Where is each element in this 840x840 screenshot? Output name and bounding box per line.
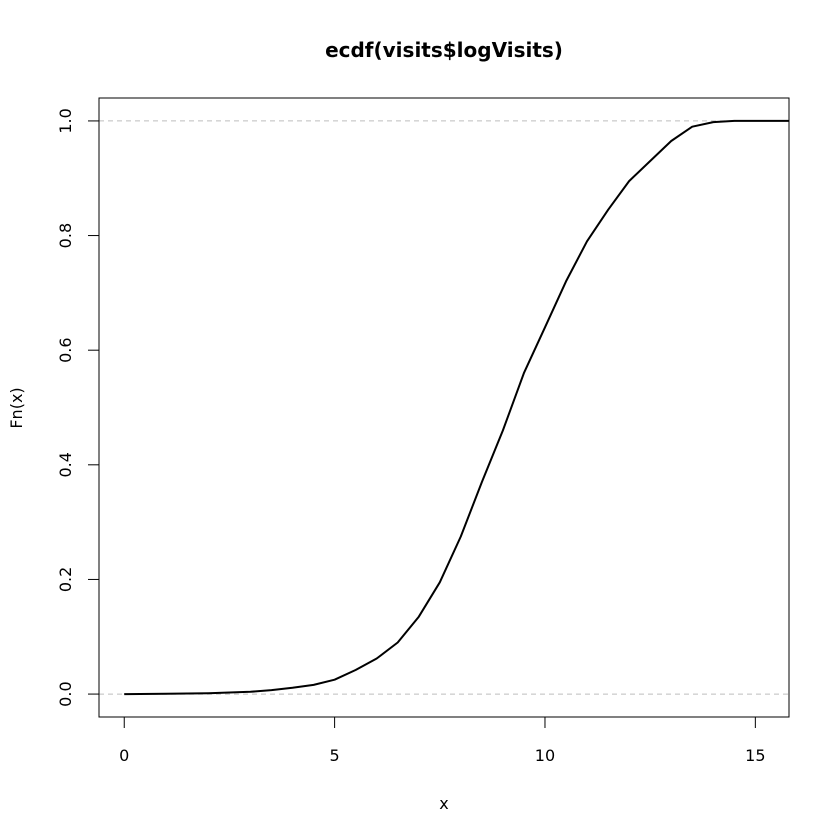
y-tick-label: 1.0: [56, 108, 75, 133]
x-tick-label: 10: [535, 746, 555, 765]
x-tick-label: 0: [119, 746, 129, 765]
x-tick-label: 5: [330, 746, 340, 765]
plot-area: 0 5 10 15 0.0 0.2 0.4 0.6 0.8 1.0: [56, 97, 790, 765]
y-tick-label: 0.2: [56, 567, 75, 592]
y-tick-label: 0.4: [56, 452, 75, 477]
x-tick-label: 15: [745, 746, 765, 765]
y-axis-label: Fn(x): [7, 387, 26, 428]
x-axis-label: x: [439, 794, 448, 813]
plot-frame: [98, 97, 790, 718]
y-tick-label: 0.8: [56, 223, 75, 248]
chart-title: ecdf(visits$logVisits): [325, 38, 563, 62]
y-tick-label: 0.6: [56, 337, 75, 362]
ecdf-series-line: [124, 119, 789, 696]
y-tick-label: 0.0: [56, 681, 75, 706]
